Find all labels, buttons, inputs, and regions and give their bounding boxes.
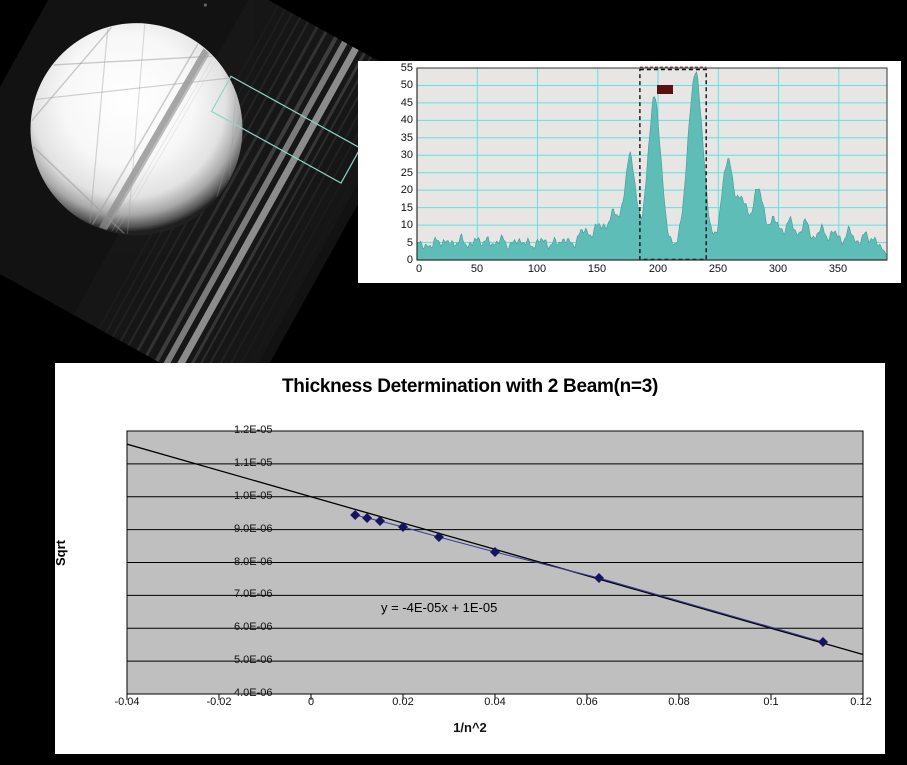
svg-text:y = -4E-05x + 1E-05: y = -4E-05x + 1E-05 [381, 600, 497, 615]
